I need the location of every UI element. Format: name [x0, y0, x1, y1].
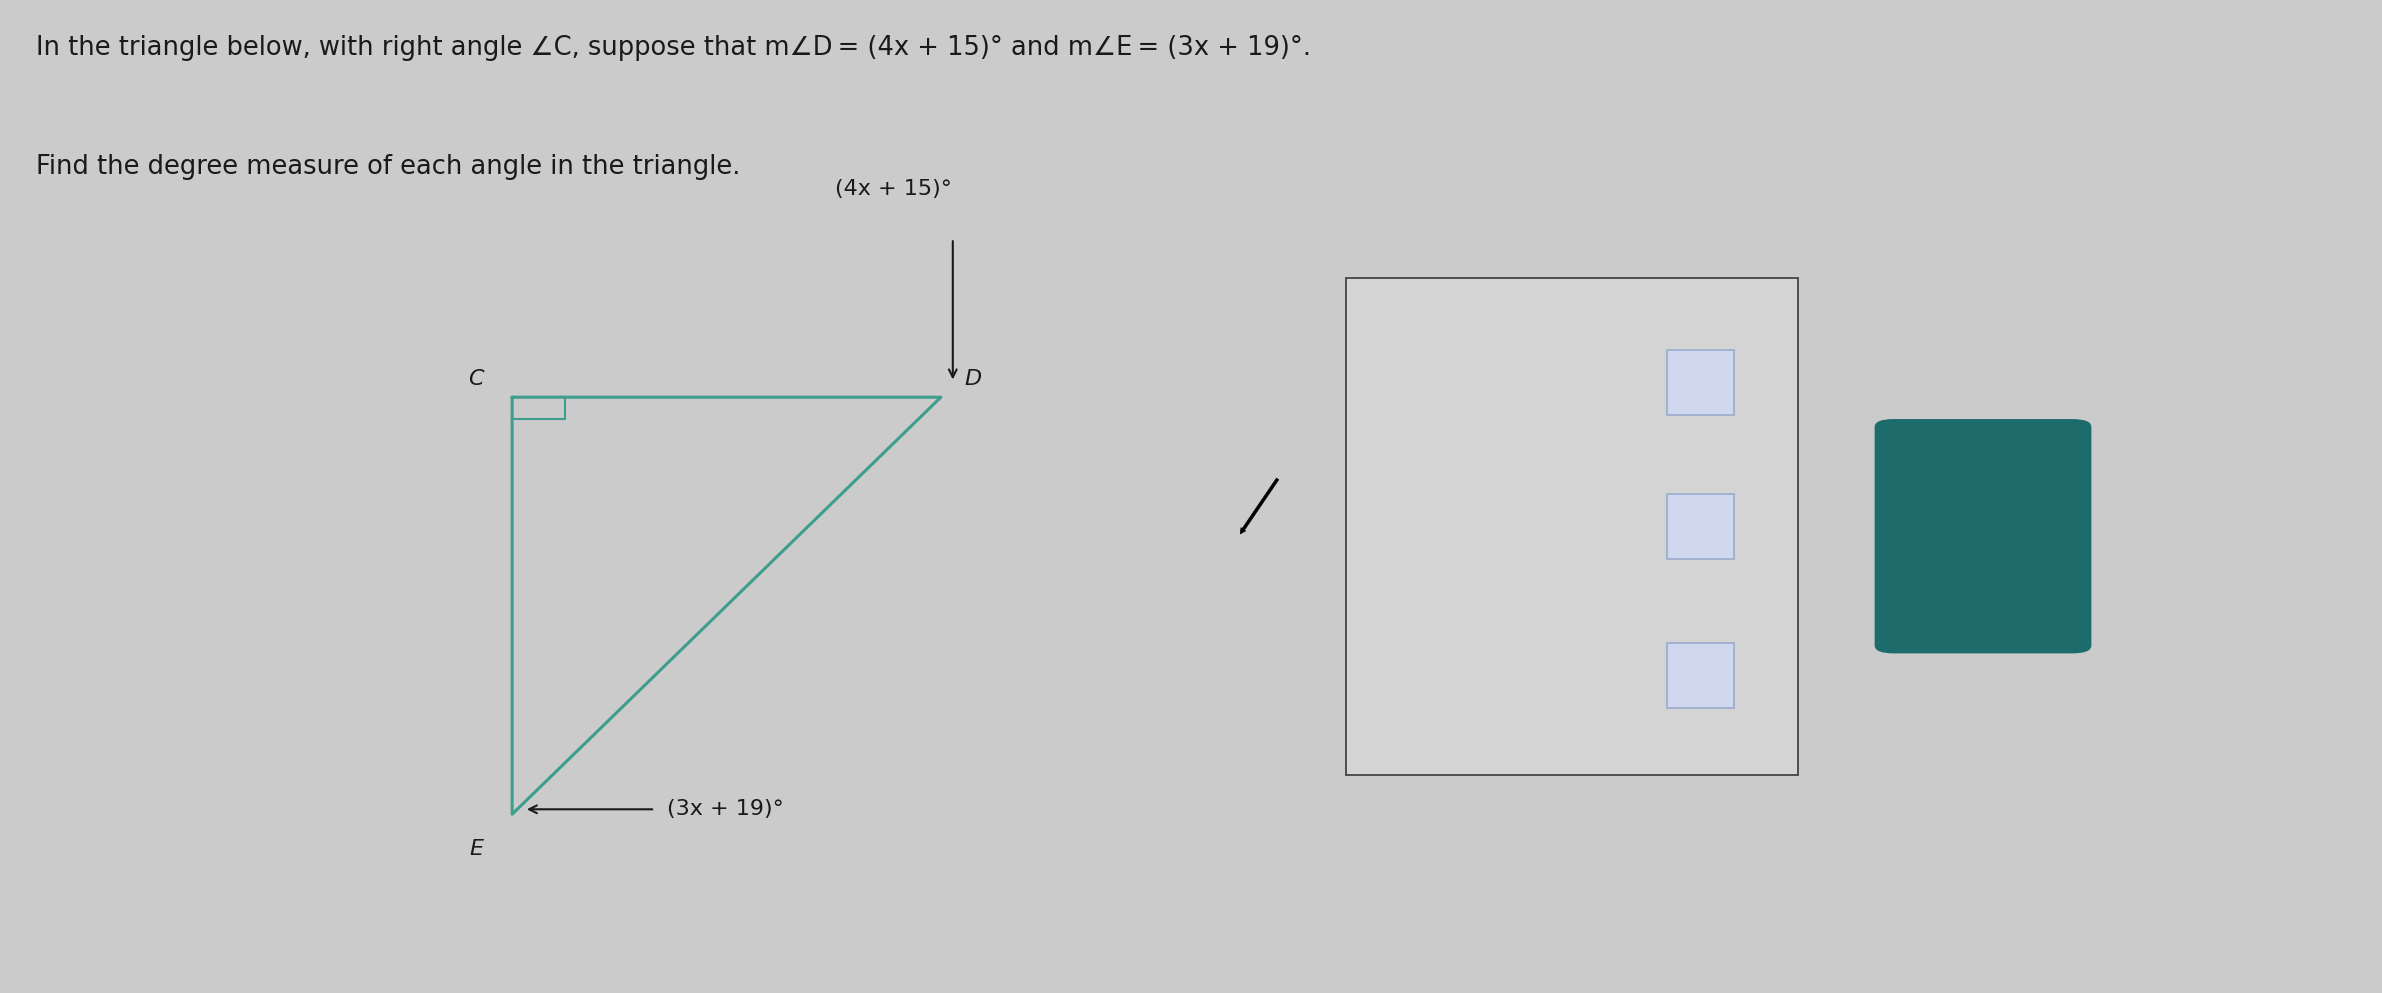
Text: Find the degree measure of each angle in the triangle.: Find the degree measure of each angle in… — [36, 154, 741, 180]
Text: X: X — [1972, 522, 1994, 550]
Bar — [1667, 351, 1734, 415]
Text: °: ° — [1746, 651, 1756, 669]
Text: m∠E =: m∠E = — [1389, 665, 1477, 685]
Text: In the triangle below, with right angle ∠C, suppose that m∠D = (4x + 15)° and m∠: In the triangle below, with right angle … — [36, 35, 1310, 61]
Text: D: D — [965, 369, 981, 389]
Text: m∠D =: m∠D = — [1389, 516, 1479, 536]
Bar — [1346, 278, 1798, 775]
Text: C: C — [467, 369, 484, 389]
Bar — [1667, 643, 1734, 707]
FancyBboxPatch shape — [1875, 419, 2091, 653]
Text: °: ° — [1746, 502, 1756, 520]
Bar — [1667, 495, 1734, 558]
Text: E: E — [469, 839, 484, 859]
Text: m∠C =: m∠C = — [1389, 372, 1479, 392]
Text: °: ° — [1746, 358, 1756, 376]
Text: (3x + 19)°: (3x + 19)° — [667, 799, 784, 819]
Text: (4x + 15)°: (4x + 15)° — [834, 179, 953, 199]
